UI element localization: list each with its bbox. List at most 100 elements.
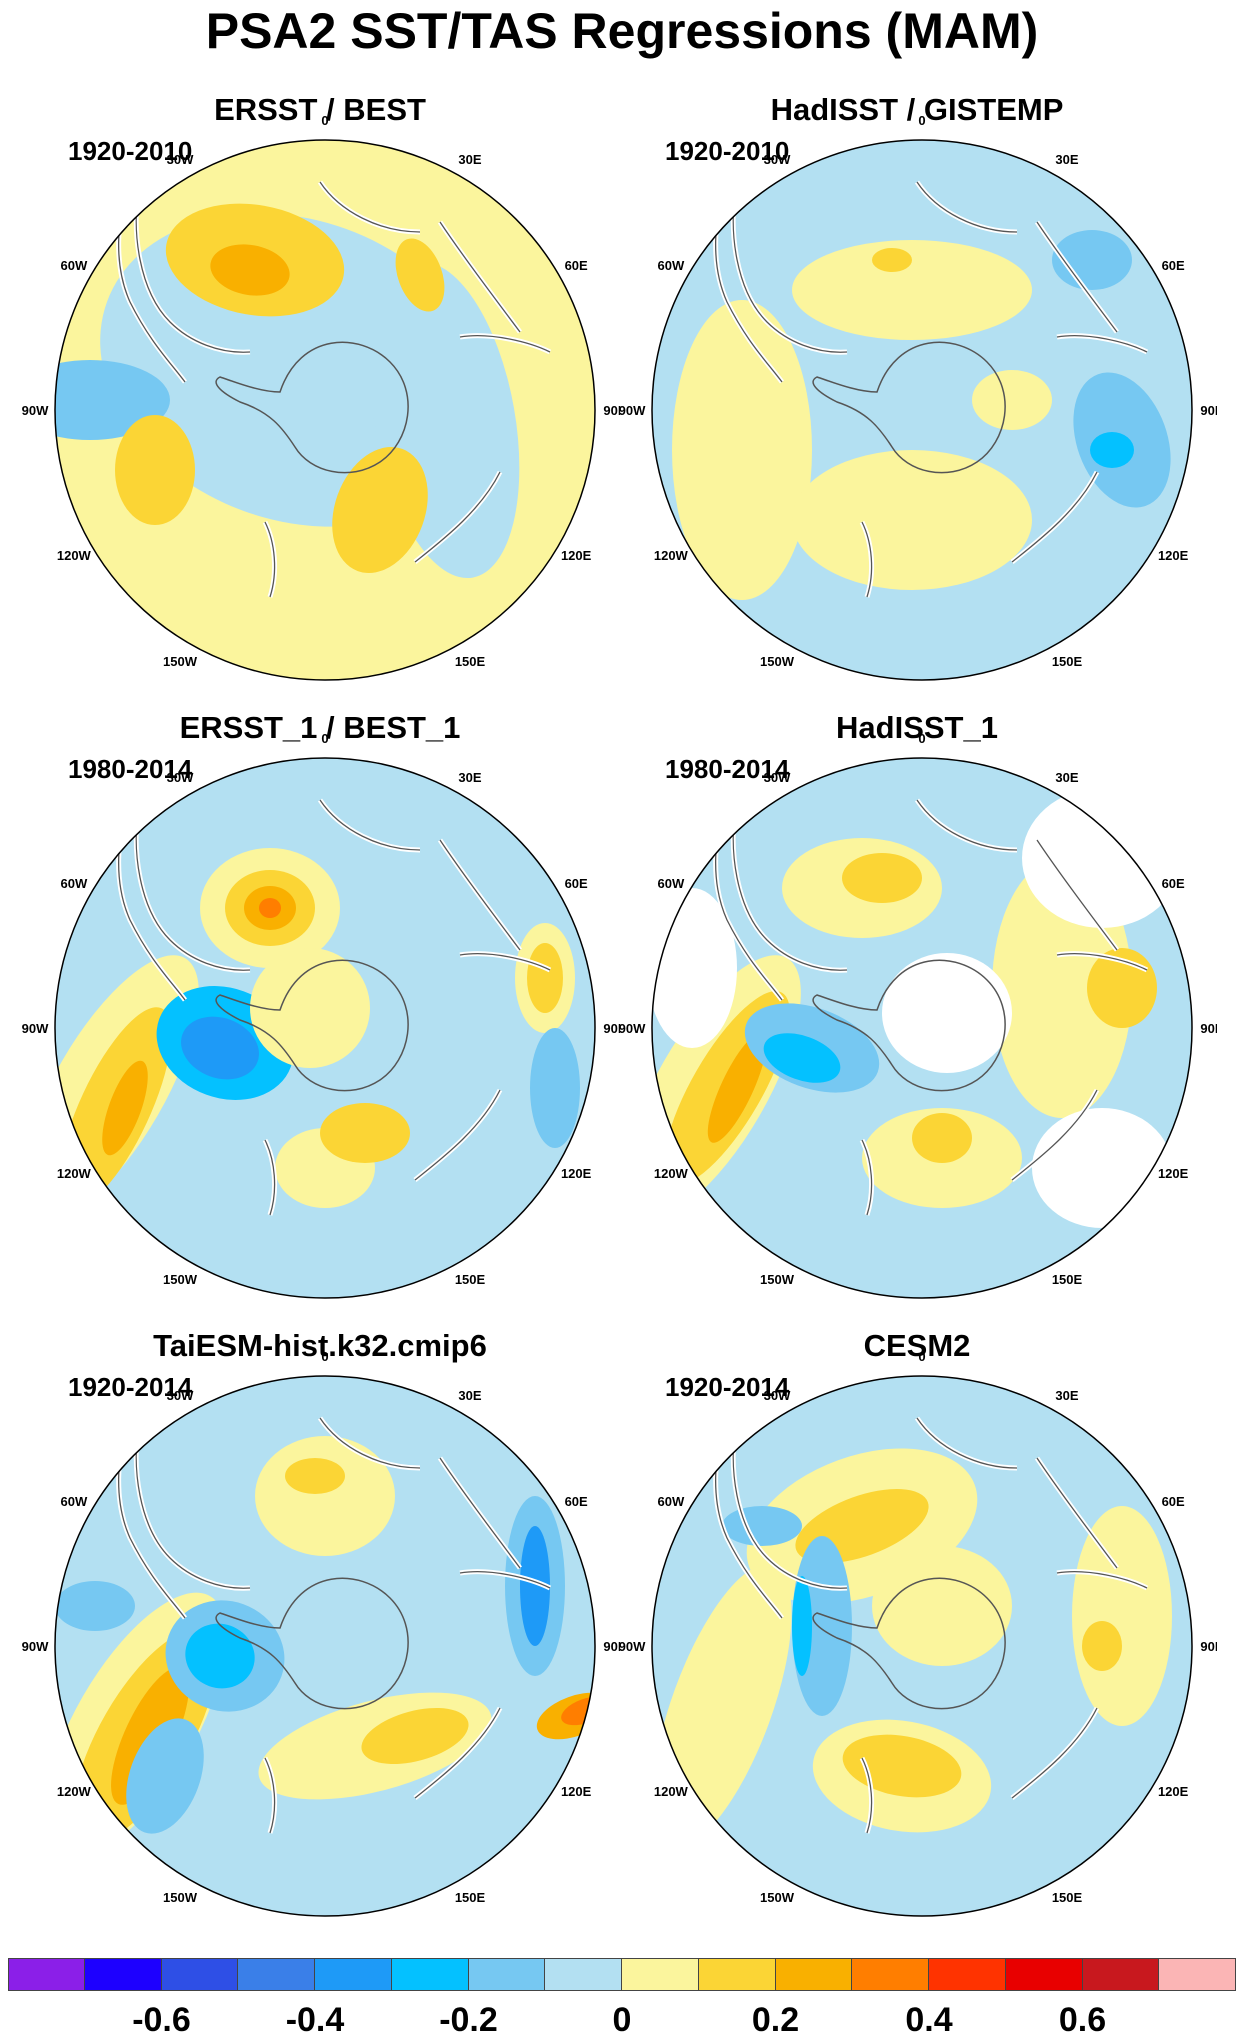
- colorbar-tick-label: 0: [612, 2001, 632, 2039]
- longitude-label: 60E: [1162, 258, 1185, 273]
- antarctica-coastline: [812, 959, 1006, 1092]
- polar-map: 030E60E90E120E150E180150W120W90W60W30W: [619, 113, 1217, 681]
- longitude-label: 30E: [458, 152, 481, 167]
- longitude-label: 150E: [455, 1272, 486, 1287]
- map-panel-taiesm: TaiESM-hist.k32.cmip6 1920-2014 0 30E 60E 9…: [20, 1328, 620, 1928]
- longitude-label: 30E: [1055, 152, 1078, 167]
- longitude-label: 150W: [760, 654, 795, 669]
- contour-region: [652, 1564, 792, 1848]
- map-boundary: [651, 139, 1193, 681]
- contour-region: [672, 300, 812, 600]
- longitude-label: 150E: [1052, 1272, 1083, 1287]
- longitude-label: 60W: [657, 1494, 684, 1509]
- longitude-label: 150W: [760, 1272, 795, 1287]
- coastline: [1036, 221, 1118, 333]
- longitude-label: 150W: [163, 1890, 198, 1905]
- coastline: [135, 181, 251, 353]
- longitude-label: 120W: [654, 1166, 689, 1181]
- regression-field: [55, 140, 595, 680]
- longitude-label: 120W: [57, 1784, 92, 1799]
- coastline: [916, 799, 1018, 851]
- contour-region: [126, 1718, 204, 1834]
- longitude-label: 120E: [561, 548, 592, 563]
- map-boundary: [54, 757, 596, 1299]
- antarctica-coastline: [215, 341, 409, 474]
- colorbar-swatch: [238, 1958, 315, 1991]
- longitude-label: 60E: [565, 876, 588, 891]
- longitude-label: 90E: [1200, 1021, 1217, 1036]
- coastline: [916, 1417, 1018, 1469]
- longitude-label: 0: [321, 113, 328, 128]
- panel-title: CESM2: [863, 1328, 971, 1363]
- longitude-label: 90W: [619, 1021, 646, 1036]
- longitude-label: 150W: [163, 1272, 198, 1287]
- polar-map: 030E60E90E120E150E180150W120W90W60W30W: [22, 1349, 620, 1917]
- colorbar-swatch: [1159, 1958, 1236, 1991]
- colorbar-swatch: [852, 1958, 929, 1991]
- colorbar-tick-label: 0.6: [1058, 2001, 1107, 2039]
- longitude-label: 0: [918, 113, 925, 128]
- longitude-label: 90W: [22, 1021, 49, 1036]
- panel-period: 1980-2014: [665, 754, 790, 784]
- colorbar-tick-label: 0.2: [751, 2001, 800, 2039]
- contour-region: [527, 943, 563, 1013]
- contour-region: [792, 1576, 812, 1676]
- contour-region: [1072, 1506, 1172, 1726]
- contour-region: [1090, 432, 1134, 468]
- contour-region: [842, 853, 922, 903]
- longitude-label: 0: [321, 731, 328, 746]
- colorbar-swatch: [775, 1958, 853, 1991]
- coastline: [414, 1089, 501, 1181]
- longitude-label: 60W: [60, 876, 87, 891]
- contour-region: [332, 447, 428, 573]
- longitude-label: 90E: [1200, 403, 1217, 418]
- longitude-label: 90E: [1200, 1639, 1217, 1654]
- longitude-label: 30E: [1055, 1388, 1078, 1403]
- contour-region: [102, 1060, 148, 1156]
- coastline: [264, 1139, 276, 1216]
- regression-field: [652, 758, 1192, 1298]
- colorbar-tick-label: 0.4: [905, 2001, 953, 2039]
- longitude-label: 60W: [60, 258, 87, 273]
- contour-region: [285, 1458, 345, 1494]
- colorbar-swatch: [698, 1958, 776, 1991]
- regression-field: [55, 758, 595, 1298]
- coastline: [1036, 839, 1118, 951]
- coastline: [1036, 1457, 1118, 1569]
- longitude-label: 150E: [1052, 1890, 1083, 1905]
- coastline: [319, 799, 421, 851]
- panel-period: 1920-2014: [68, 1372, 193, 1402]
- colorbar-swatch: [1005, 1958, 1083, 1991]
- longitude-label: 120W: [57, 1166, 92, 1181]
- panel-period: 1920-2010: [665, 136, 790, 166]
- colorbar-swatch: [545, 1958, 622, 1991]
- longitude-label: 150W: [163, 654, 198, 669]
- coastline: [459, 1571, 551, 1589]
- coastline: [1011, 1089, 1098, 1181]
- longitude-label: 60W: [657, 258, 684, 273]
- contour-region: [55, 1581, 135, 1631]
- contour-region: [972, 370, 1052, 430]
- longitude-label: 150W: [760, 1890, 795, 1905]
- longitude-label: 60W: [657, 876, 684, 891]
- longitude-label: 90E: [603, 403, 620, 418]
- missing-data-region: [882, 953, 1012, 1073]
- coastline: [135, 1417, 251, 1589]
- coastline: [732, 181, 848, 353]
- contour-region: [912, 1113, 972, 1163]
- longitude-label: 30W: [167, 152, 194, 167]
- map-panel-cesm2: CESM2 1920-2014 030E60E90E120E150E180150…: [617, 1328, 1217, 1928]
- longitude-label: 90E: [603, 1021, 620, 1036]
- panel-title: HadISST_1: [836, 710, 998, 745]
- map-panel-ersst-best: ERSST / BEST 1920-2010 0 30E 60E 90E 120E 150…: [20, 92, 620, 692]
- polar-map: 030E60E90E120E150E180150W120W90W60W30W: [22, 731, 620, 1299]
- coastline: [319, 181, 421, 233]
- longitude-label: 90W: [619, 1639, 646, 1654]
- coastline: [1056, 335, 1148, 353]
- map-boundary: [54, 139, 596, 681]
- contour-region: [707, 1033, 767, 1143]
- longitude-label: 30W: [764, 152, 791, 167]
- regression-field: [55, 1376, 595, 1916]
- contour-region: [181, 1016, 259, 1080]
- map-boundary: [651, 757, 1193, 1299]
